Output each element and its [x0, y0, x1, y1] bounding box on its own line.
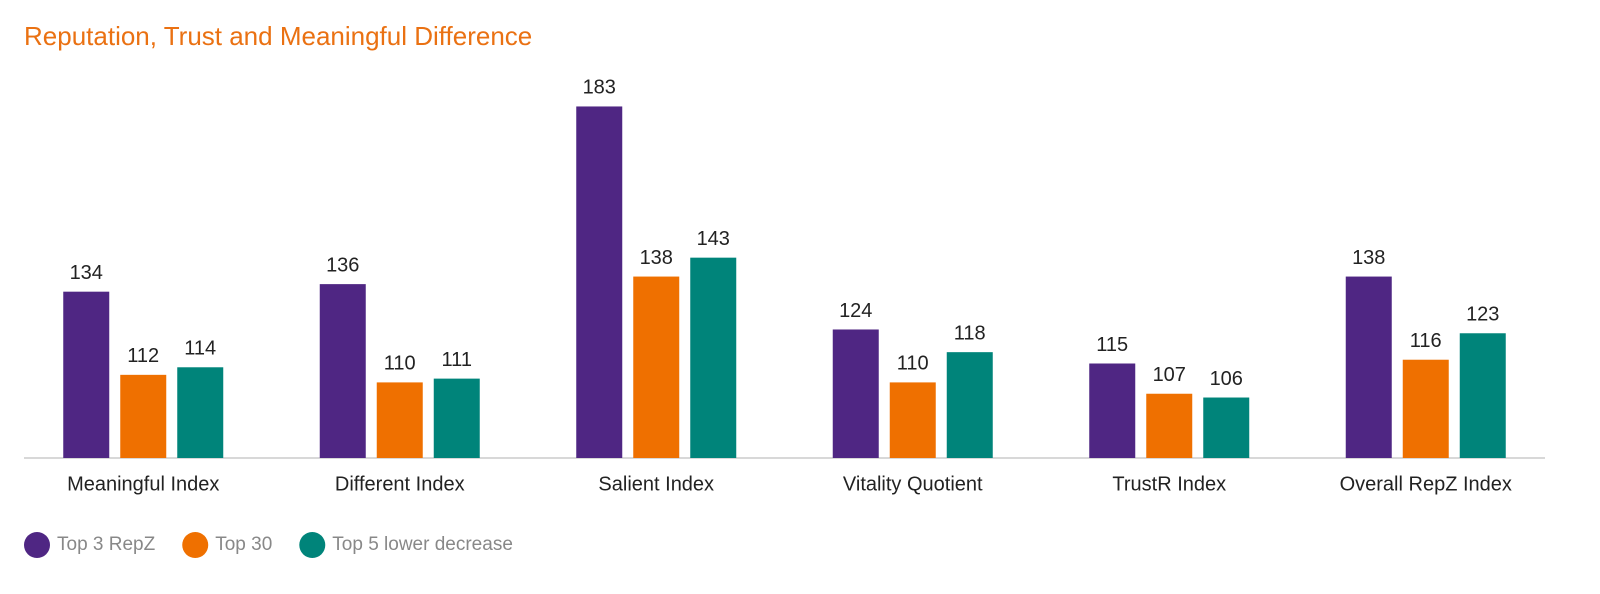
bar [1402, 359, 1449, 458]
value-label: 138 [1352, 247, 1385, 269]
value-label: 112 [127, 345, 159, 367]
legend-marker [24, 532, 50, 558]
bar [63, 291, 110, 458]
x-tick-label: Vitality Quotient [843, 473, 983, 495]
value-label: 123 [1466, 304, 1499, 326]
legend-marker [299, 532, 326, 558]
bar [1146, 393, 1193, 458]
bar [889, 382, 936, 458]
value-label: 110 [384, 353, 416, 375]
value-label: 110 [897, 353, 929, 375]
chart-title: Reputation, Trust and Meaningful Differe… [24, 21, 532, 51]
bar [120, 374, 167, 458]
value-label: 124 [839, 300, 872, 322]
x-tick-label: Different Index [335, 473, 465, 495]
value-label: 107 [1153, 364, 1186, 386]
bar [832, 329, 879, 458]
legend-label: Top 30 [215, 534, 272, 555]
bar [576, 106, 623, 459]
value-label: 138 [640, 247, 673, 269]
legend-label: Top 5 lower decrease [332, 534, 513, 555]
value-label: 143 [697, 228, 730, 250]
x-tick-label: Meaningful Index [67, 473, 219, 495]
value-label: 116 [1410, 330, 1442, 352]
bar [319, 284, 366, 458]
bar [177, 367, 224, 458]
value-label: 183 [583, 77, 616, 99]
bar [1089, 363, 1136, 458]
bar [376, 382, 423, 458]
value-label: 111 [442, 349, 472, 371]
legend-marker [182, 532, 209, 558]
bar [633, 276, 680, 458]
value-label: 115 [1096, 334, 1128, 356]
bar [690, 257, 737, 458]
value-label: 114 [184, 338, 216, 360]
value-label: 134 [70, 262, 103, 284]
x-tick-label: Overall RepZ Index [1340, 473, 1512, 495]
x-tick-label: Salient Index [598, 473, 714, 495]
bar [1203, 397, 1250, 458]
bar [1345, 276, 1392, 458]
value-label: 136 [326, 254, 359, 276]
bar [433, 378, 480, 458]
legend-label: Top 3 RepZ [57, 534, 156, 555]
x-tick-label: TrustR Index [1112, 473, 1226, 495]
bar [946, 352, 993, 458]
value-label: 106 [1210, 368, 1243, 390]
value-label: 118 [954, 322, 986, 344]
bar [1459, 333, 1506, 458]
